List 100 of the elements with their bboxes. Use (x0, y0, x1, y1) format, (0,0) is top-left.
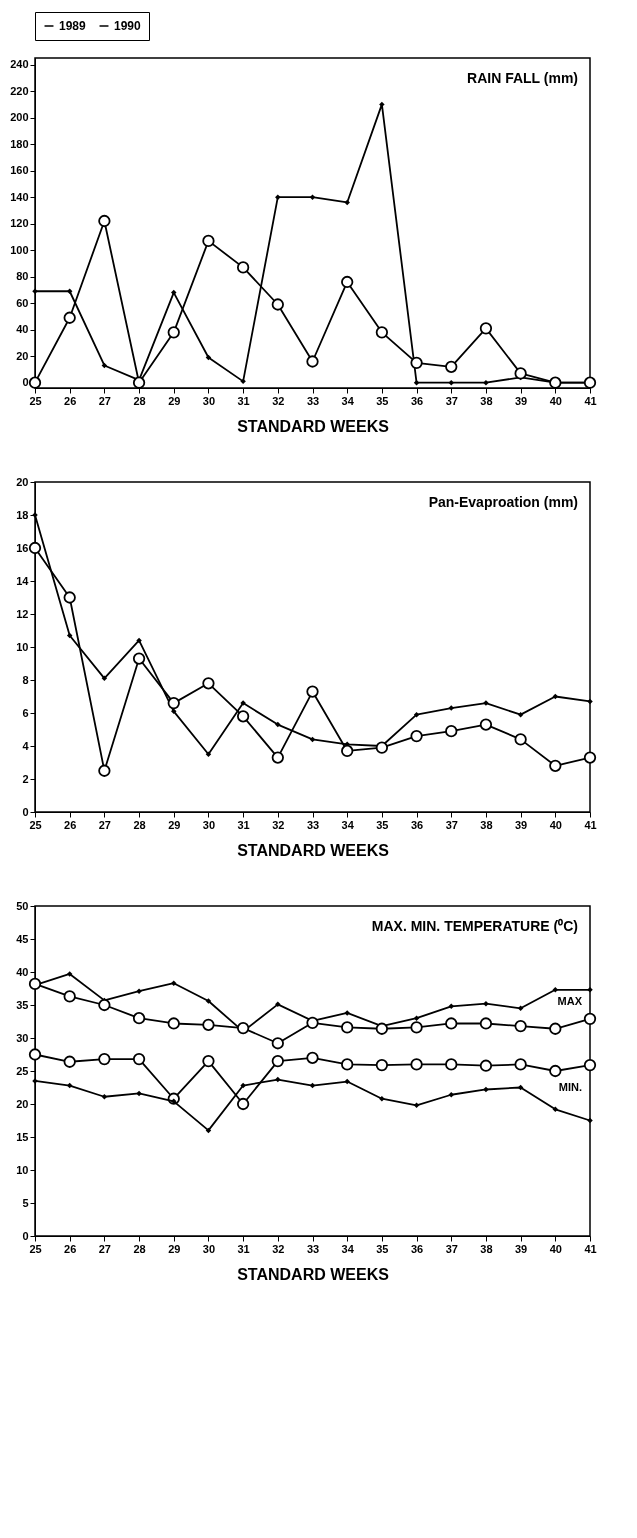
legend-label: 1990 (114, 19, 142, 33)
x-tick-label: 27 (98, 1242, 111, 1255)
x-tick-label: 31 (237, 394, 250, 407)
y-tick-label: 8 (22, 673, 29, 686)
x-tick-label: 32 (272, 394, 285, 407)
x-tick-label: 39 (515, 818, 528, 831)
y-tick-label: 100 (10, 243, 29, 256)
point (445, 1017, 458, 1030)
text: Pan-Evaproation (mm) (428, 494, 578, 510)
point (517, 1005, 524, 1012)
y-tick-label: 40 (16, 323, 29, 336)
point (514, 1019, 527, 1033)
point (63, 591, 76, 604)
point (28, 1048, 42, 1061)
legend-label: 1989 (59, 19, 87, 33)
y-tick-label: 14 (16, 574, 30, 587)
x-tick-label: 38 (480, 394, 493, 407)
x-tick-label: 34 (341, 818, 355, 831)
x-tick-label: 41 (584, 394, 597, 407)
y-tick-label: 5 (22, 1196, 29, 1209)
y-tick-label: 16 (16, 541, 29, 554)
x-tick-label: 27 (98, 394, 111, 407)
point (167, 696, 180, 710)
y-tick-label: 60 (16, 296, 29, 309)
point (240, 1082, 246, 1089)
x-tick-label: 39 (515, 394, 528, 407)
point (483, 1000, 489, 1007)
annotation: MAX (557, 994, 583, 1007)
x-tick-label: 35 (376, 1242, 389, 1255)
x-tick-label: 30 (202, 1242, 216, 1255)
point (514, 1058, 527, 1071)
x-tick-label: 26 (64, 1242, 77, 1255)
point (28, 376, 42, 389)
x-tick-label: 35 (376, 818, 389, 831)
x-tick-label: 33 (306, 818, 320, 831)
point (275, 721, 281, 728)
point (379, 1095, 385, 1102)
y-tick-label: 35 (16, 998, 29, 1011)
point (28, 541, 42, 555)
x-tick-label: 40 (549, 818, 562, 831)
x-tick-label: 41 (584, 818, 597, 831)
point (483, 379, 489, 386)
x-tick-label: 33 (306, 394, 320, 407)
x-tick-label: 38 (480, 1242, 493, 1255)
point (205, 751, 212, 757)
y-tick-label: 180 (10, 137, 29, 150)
point (202, 234, 215, 248)
point (205, 998, 212, 1004)
y-tick-label: 30 (16, 1031, 29, 1044)
point (236, 1021, 250, 1035)
point (514, 367, 527, 380)
text: RAIN FALL (mm) (467, 70, 578, 86)
point (132, 1052, 146, 1066)
point (448, 379, 454, 386)
x-tick-label: 33 (306, 1242, 320, 1255)
x-axis-title: STANDARD WEEKS (237, 841, 390, 859)
x-tick-label: 36 (410, 394, 424, 407)
x-tick-label: 30 (202, 818, 216, 831)
point (375, 1022, 389, 1035)
point (275, 194, 281, 200)
point (549, 1022, 562, 1035)
point (98, 1052, 111, 1066)
x-tick-label: 32 (272, 1242, 285, 1255)
point (410, 729, 423, 743)
x-tick-label: 34 (341, 394, 355, 407)
point (236, 1097, 250, 1111)
x-tick-label: 29 (168, 394, 181, 407)
point (583, 1058, 597, 1072)
point (171, 980, 177, 986)
point (306, 1051, 319, 1064)
x-tick-label: 35 (376, 394, 389, 407)
point (136, 1090, 142, 1097)
x-tick-label: 38 (480, 818, 493, 831)
y-tick-label: 240 (10, 58, 29, 71)
point (413, 1015, 420, 1021)
point (132, 652, 146, 665)
point (271, 298, 284, 311)
x-tick-label: 37 (445, 818, 458, 831)
point (309, 194, 316, 200)
point (202, 1054, 215, 1068)
point (275, 1076, 281, 1083)
point (410, 1021, 423, 1034)
x-tick-label: 31 (237, 1242, 250, 1255)
y-tick-label: 12 (16, 607, 29, 620)
point (306, 355, 319, 368)
y-tick-label: 200 (10, 111, 29, 124)
y-tick-label: 2 (22, 772, 29, 785)
point (167, 326, 180, 339)
point (306, 685, 319, 698)
x-axis-title: STANDARD WEEKS (237, 417, 390, 435)
point (445, 725, 458, 738)
point (479, 322, 493, 335)
x-tick-label: 40 (549, 1242, 562, 1255)
x-tick-label: 27 (98, 818, 111, 831)
y-tick-label: 120 (10, 217, 29, 230)
point (587, 698, 593, 705)
point (375, 326, 389, 339)
point (445, 360, 458, 373)
point (236, 710, 250, 723)
point (344, 1010, 350, 1016)
